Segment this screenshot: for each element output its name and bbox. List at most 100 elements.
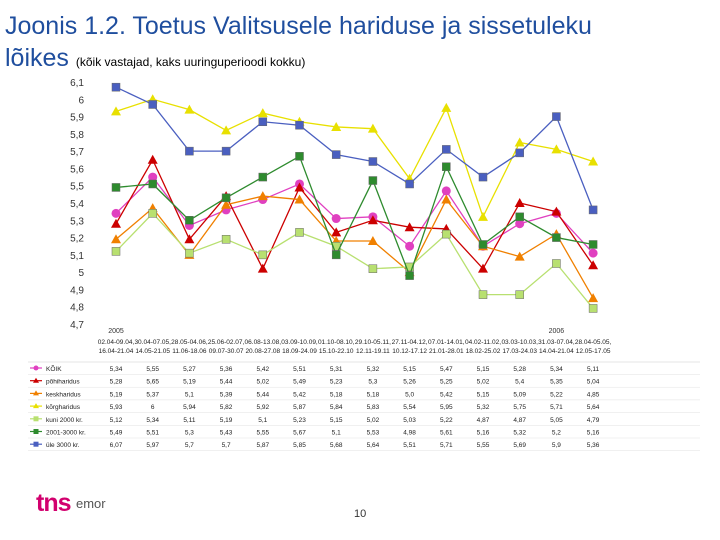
data-point <box>478 290 488 299</box>
x-tick-label: 12.11-19.11 <box>356 348 390 355</box>
x-tick-label: 18.02-25.02 <box>466 348 501 355</box>
data-label: 5,87 <box>293 404 306 411</box>
legend-entry: 2001-3000 kr. <box>46 430 86 437</box>
data-label: 5,95 <box>440 404 453 411</box>
legend-key-marker <box>33 377 39 383</box>
data-point <box>111 218 121 228</box>
data-label: 5,18 <box>330 391 343 398</box>
y-tick-label: 5 <box>78 268 84 279</box>
data-label: 5,11 <box>183 417 196 424</box>
data-label: 5,64 <box>587 404 600 411</box>
logo-brand: tns <box>36 489 71 517</box>
data-point <box>111 247 121 256</box>
x-tick-label: 06.08-13.08, <box>245 339 282 346</box>
x-tick-label: 28.04-05.05, <box>575 339 612 346</box>
data-point <box>478 172 488 182</box>
data-label: 5,05 <box>550 417 563 424</box>
x-tick-label: 21.01-28.01 <box>429 348 464 355</box>
data-label: 5,27 <box>183 366 196 373</box>
data-label: 5,19 <box>220 417 233 424</box>
data-label: 5,71 <box>440 442 453 449</box>
legend-key-marker <box>33 390 39 396</box>
x-tick-label: 25.06-02.07, <box>208 339 245 346</box>
data-point <box>185 248 194 258</box>
x-tick-label: 01.10-08.10, <box>318 339 355 346</box>
x-tick-label: 03.09-10.09, <box>281 339 318 346</box>
x-tick-label: 30.04-07.05, <box>134 339 171 346</box>
data-point <box>404 222 415 232</box>
data-point <box>514 198 525 207</box>
data-label: 5,16 <box>477 430 490 437</box>
data-point <box>185 146 194 156</box>
data-point <box>148 209 157 218</box>
page-number: 10 <box>354 508 367 520</box>
data-point <box>405 179 414 189</box>
data-label: 5,71 <box>550 404 563 411</box>
data-label: 5,54 <box>403 404 416 411</box>
data-point <box>148 179 157 189</box>
data-point <box>111 208 121 218</box>
data-label: 5,61 <box>440 430 453 437</box>
x-tick-label: 16.04-21.04 <box>99 348 134 355</box>
data-point <box>551 144 562 154</box>
legend-entry: kõrgharidus <box>46 404 81 411</box>
data-point <box>368 264 378 273</box>
legend-key-marker <box>33 365 39 371</box>
data-label: 4,87 <box>477 417 490 424</box>
y-tick-label: 5,6 <box>70 164 84 175</box>
logo-suffix: emor <box>76 496 106 511</box>
data-label: 4,79 <box>587 417 600 424</box>
data-label: 5,37 <box>146 391 159 398</box>
data-point <box>442 145 451 154</box>
data-point <box>514 137 525 147</box>
data-label: 5,02 <box>256 379 269 386</box>
chart-title-cont: lõikes <box>5 44 69 72</box>
data-label: 5,7 <box>185 442 194 449</box>
data-label: 5,49 <box>110 430 123 437</box>
data-label: 5,83 <box>367 404 380 411</box>
data-label: 5,42 <box>256 366 269 373</box>
data-label: 5,53 <box>367 430 380 437</box>
series-line-4 <box>115 212 594 309</box>
data-label: 5,68 <box>330 442 343 449</box>
data-point <box>295 152 304 161</box>
data-point <box>257 108 268 118</box>
data-point <box>588 156 599 166</box>
data-label: 5,16 <box>587 430 600 437</box>
data-label: 5,1 <box>185 391 194 398</box>
data-label: 5,09 <box>513 391 526 398</box>
x-tick-label: 09.07-30.07 <box>209 348 244 355</box>
data-label: 5,23 <box>330 379 343 386</box>
series-line-2 <box>115 195 594 299</box>
series-line-3 <box>115 98 594 219</box>
series-line-5 <box>115 155 594 278</box>
data-label: 4,98 <box>403 430 416 437</box>
y-tick-label: 5,2 <box>70 234 84 245</box>
data-label: 5,92 <box>256 404 269 411</box>
data-label: 5,64 <box>367 442 380 449</box>
data-point <box>221 146 231 156</box>
data-label: 5,94 <box>183 404 196 411</box>
data-point <box>441 186 451 196</box>
data-label: 5,34 <box>146 417 159 424</box>
data-label: 5,32 <box>477 404 490 411</box>
data-point <box>442 162 451 171</box>
data-point <box>441 102 452 112</box>
data-label: 5,02 <box>367 417 380 424</box>
data-point <box>515 212 524 222</box>
data-label: 5,15 <box>477 366 490 373</box>
data-point <box>221 125 232 135</box>
data-point <box>367 123 378 133</box>
data-point <box>478 240 488 249</box>
y-tick-label: 4,8 <box>70 303 84 314</box>
data-point <box>184 234 195 244</box>
data-label: 5,31 <box>330 366 343 373</box>
data-label: 4,85 <box>587 391 600 398</box>
data-label: 5,34 <box>550 366 563 373</box>
data-label: 5,65 <box>146 379 159 386</box>
data-point <box>552 112 561 121</box>
y-tick-label: 5,1 <box>70 251 84 262</box>
data-label: 5,15 <box>477 391 490 398</box>
data-point <box>258 250 268 260</box>
data-label: 5,47 <box>440 366 453 373</box>
